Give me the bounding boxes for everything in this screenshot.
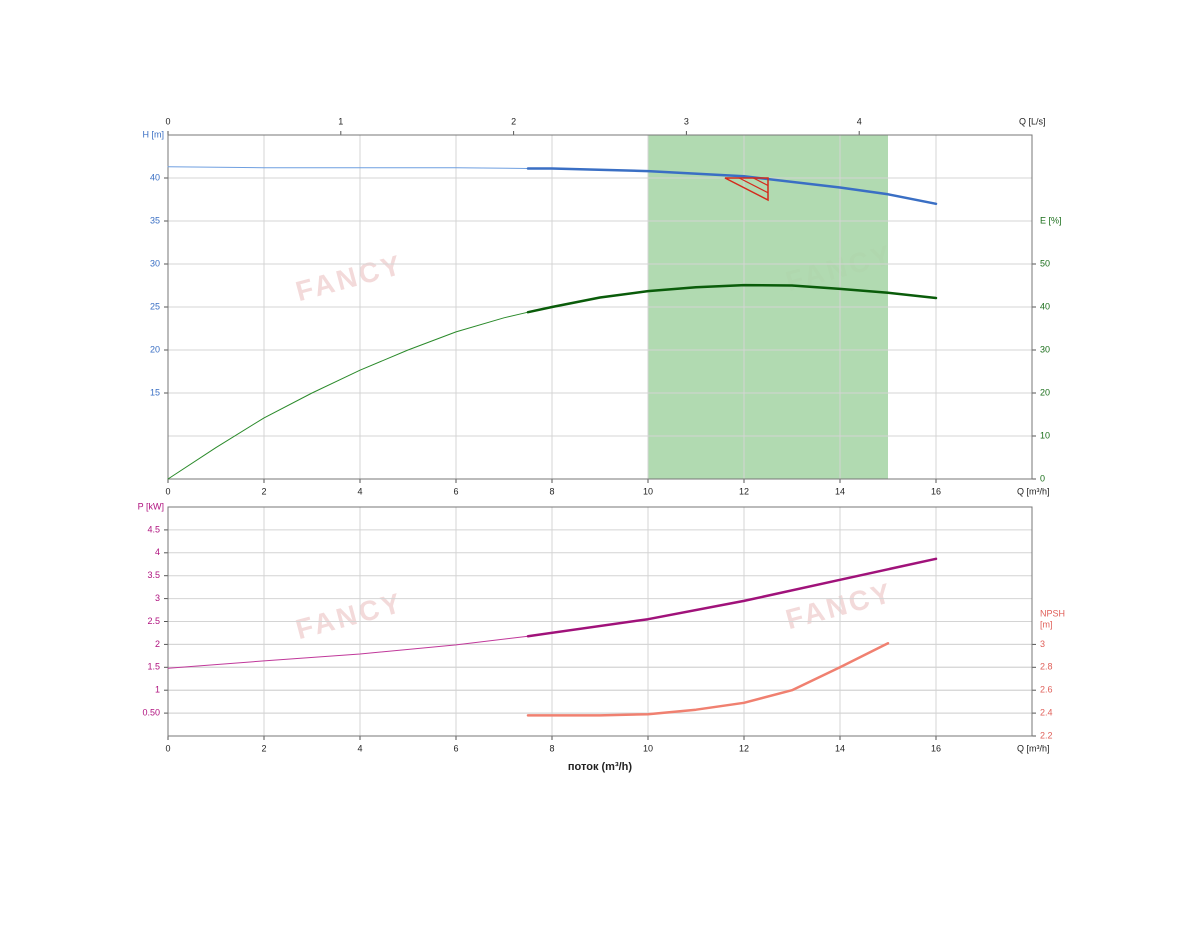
y-tick-label: 0.50 <box>142 707 160 717</box>
curve <box>526 557 938 638</box>
duty-hatch <box>738 177 769 194</box>
x-tick-label: 14 <box>835 743 845 753</box>
curve <box>526 283 938 314</box>
y2-tick-label: 20 <box>1040 387 1050 397</box>
x2-tick-label: 0 <box>165 116 170 126</box>
curve <box>167 311 529 480</box>
x-tick-label: 0 <box>165 743 170 753</box>
y-tick-label: 3.5 <box>147 570 160 580</box>
x2-tick-label: 4 <box>857 116 862 126</box>
x-tick-label: 4 <box>357 486 362 496</box>
y-tick-label: 15 <box>150 387 160 397</box>
x-tick-label: 6 <box>453 486 458 496</box>
x2-axis-label: Q [L/s] <box>1019 116 1046 126</box>
y-tick-label: 20 <box>150 344 160 354</box>
y2-tick-label: 2.8 <box>1040 662 1053 672</box>
y2-tick-label: 2.4 <box>1040 707 1053 717</box>
x-axis-label: Q [m³/h] <box>1017 743 1050 753</box>
y2-tick-label: 2.6 <box>1040 685 1053 695</box>
x-axis-title: поток (m³/h) <box>568 761 632 773</box>
x2-tick-label: 3 <box>684 116 689 126</box>
x-axis-label: Q [m³/h] <box>1017 486 1050 496</box>
x-tick-label: 10 <box>643 486 653 496</box>
y-tick-label: 2 <box>155 639 160 649</box>
x-tick-label: 16 <box>931 486 941 496</box>
y2-axis-label: E [%] <box>1040 215 1062 225</box>
duty-point <box>724 177 769 202</box>
curve <box>167 635 529 669</box>
y-tick-label: 4 <box>155 547 160 557</box>
duty-hatch <box>753 177 769 187</box>
y-tick-label: 35 <box>150 215 160 225</box>
y-tick-label: 25 <box>150 301 160 311</box>
y2-tick-label: 30 <box>1040 344 1050 354</box>
plot-frame <box>167 506 1033 737</box>
x-tick-label: 2 <box>261 486 266 496</box>
x-tick-label: 10 <box>643 743 653 753</box>
x2-tick-label: 1 <box>338 116 343 126</box>
y-tick-label: 4.5 <box>147 524 160 534</box>
x-tick-label: 8 <box>549 486 554 496</box>
x-tick-label: 6 <box>453 743 458 753</box>
y-tick-label: 1 <box>155 685 160 695</box>
y2-axis-label: [m] <box>1040 619 1053 629</box>
x-tick-label: 12 <box>739 486 749 496</box>
y-tick-label: 1.5 <box>147 662 160 672</box>
y2-tick-label: 0 <box>1040 473 1045 483</box>
y2-tick-label: 10 <box>1040 430 1050 440</box>
x-tick-label: 14 <box>835 486 845 496</box>
y-tick-label: 40 <box>150 172 160 182</box>
y2-tick-label: 2.2 <box>1040 730 1053 740</box>
y2-axis-label: NPSH <box>1040 608 1065 618</box>
x-tick-label: 16 <box>931 743 941 753</box>
x-tick-label: 0 <box>165 486 170 496</box>
curve <box>167 166 529 169</box>
y2-tick-label: 40 <box>1040 301 1050 311</box>
y2-tick-label: 50 <box>1040 258 1050 268</box>
x-tick-label: 8 <box>549 743 554 753</box>
curve <box>526 167 938 206</box>
y2-tick-label: 3 <box>1040 639 1045 649</box>
x-tick-label: 12 <box>739 743 749 753</box>
x2-tick-label: 2 <box>511 116 516 126</box>
y-tick-label: 3 <box>155 593 160 603</box>
y-axis-label: P [kW] <box>138 501 164 511</box>
y-tick-label: 2.5 <box>147 616 160 626</box>
y-tick-label: 30 <box>150 258 160 268</box>
y-axis-label: H [m] <box>143 129 165 139</box>
x-tick-label: 2 <box>261 743 266 753</box>
curve <box>526 642 890 717</box>
plot-frame <box>167 134 1033 480</box>
x-tick-label: 4 <box>357 743 362 753</box>
